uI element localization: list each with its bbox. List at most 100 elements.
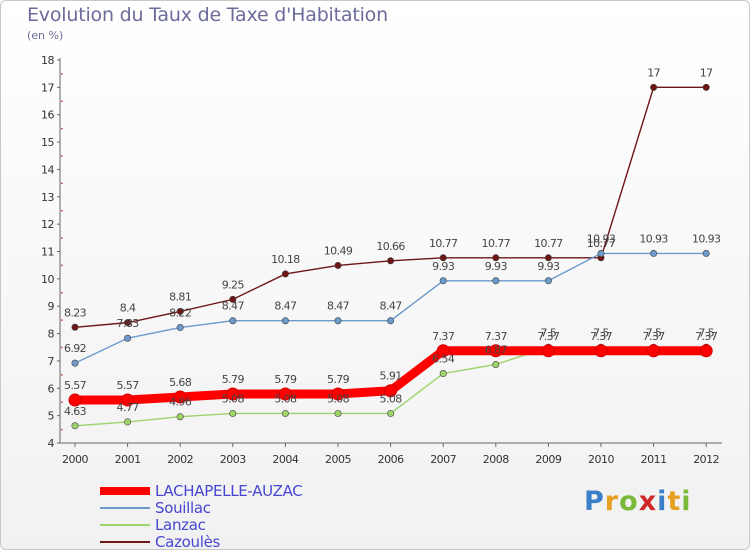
y-minor-tick <box>61 155 63 157</box>
y-minor-tick <box>61 73 63 75</box>
data-point <box>439 254 447 262</box>
data-label: 5.08 <box>222 392 245 405</box>
data-label: 7.37 <box>590 330 613 343</box>
data-label: 5.08 <box>274 392 297 405</box>
data-label: 10.93 <box>587 232 616 245</box>
data-point <box>387 257 395 265</box>
data-point <box>334 317 342 325</box>
data-point <box>68 393 82 407</box>
data-point <box>384 384 398 398</box>
data-label: 9.93 <box>537 260 560 273</box>
chart-title: Evolution du Taux de Taxe d'Habitation <box>27 4 388 26</box>
data-point <box>226 387 240 401</box>
data-label: 5.79 <box>274 373 297 386</box>
data-point <box>492 360 500 368</box>
data-label: 8.47 <box>380 300 403 313</box>
legend-label: Lanzac <box>155 516 206 534</box>
x-tick-label: 2002 <box>167 453 193 466</box>
x-tick-label: 2006 <box>378 453 404 466</box>
data-label: 7.5 <box>593 326 609 339</box>
series-lachapelle-auzac <box>68 344 713 407</box>
data-point <box>492 277 500 285</box>
data-point <box>124 334 132 342</box>
data-label: 10.77 <box>587 237 616 250</box>
y-tick-label: 4 <box>48 437 55 450</box>
y-tick-label: 17 <box>41 81 54 94</box>
y-minor-tick <box>61 209 63 212</box>
y-tick-label: 9 <box>48 300 55 313</box>
data-label: 5.91 <box>380 370 402 383</box>
data-label: 7.5 <box>698 326 714 339</box>
y-tick-label: 8 <box>48 328 55 341</box>
data-label: 5.79 <box>327 373 350 386</box>
data-point <box>387 409 395 417</box>
y-minor-tick <box>61 264 63 267</box>
data-label: 7.37 <box>485 330 508 343</box>
y-minor-tick <box>61 127 63 130</box>
data-point <box>334 261 342 269</box>
data-point <box>281 270 289 278</box>
data-point <box>229 295 237 303</box>
x-tick-label: 2011 <box>641 453 667 466</box>
logo-letter: P <box>584 486 605 517</box>
data-point <box>650 83 658 91</box>
data-point <box>699 344 713 358</box>
data-point <box>702 83 710 91</box>
data-label: 10.93 <box>639 232 668 245</box>
data-label: 7.83 <box>117 317 140 330</box>
y-minor-tick <box>61 100 63 103</box>
data-label: 8.81 <box>169 290 191 303</box>
y-tick-label: 13 <box>41 191 54 204</box>
legend-swatch <box>100 507 150 509</box>
data-point <box>702 249 710 257</box>
data-point <box>647 344 661 358</box>
data-point <box>71 323 79 331</box>
logo-letter: x <box>638 486 658 517</box>
y-minor-tick <box>61 428 63 431</box>
data-label: 6.92 <box>64 342 86 355</box>
legend-swatch <box>100 487 150 495</box>
data-label: 8.47 <box>222 300 245 313</box>
y-tick-label: 10 <box>41 273 54 286</box>
data-label: 6.87 <box>485 343 508 356</box>
series-cazoul-s <box>71 83 710 331</box>
data-label: 7.37 <box>537 330 560 343</box>
x-tick-label: 2009 <box>535 453 561 466</box>
data-label: 4.77 <box>117 401 140 414</box>
data-point <box>71 422 79 430</box>
y-tick-label: 18 <box>41 54 54 67</box>
data-label: 9.93 <box>485 260 508 273</box>
data-label: 8.4 <box>120 302 136 315</box>
data-point <box>173 390 187 404</box>
logo-letter: i <box>657 486 668 517</box>
y-minor-tick <box>61 182 63 185</box>
data-point <box>121 393 135 407</box>
data-label: 9.93 <box>432 260 455 273</box>
y-tick-label: 12 <box>41 218 54 231</box>
y-minor-tick <box>61 401 63 403</box>
y-minor-tick <box>61 374 63 376</box>
data-point <box>176 324 184 332</box>
data-point <box>541 344 555 358</box>
data-label: 5.57 <box>117 379 140 392</box>
y-minor-tick <box>61 346 63 349</box>
data-point <box>492 254 500 262</box>
data-label: 7.37 <box>695 330 718 343</box>
data-label: 10.77 <box>534 237 563 250</box>
data-point <box>71 359 79 367</box>
y-tick-label: 16 <box>41 109 54 122</box>
data-label: 10.49 <box>324 244 353 257</box>
data-label: 7.37 <box>432 330 455 343</box>
data-label: 8.47 <box>274 300 297 313</box>
data-point <box>650 249 658 257</box>
y-tick-label: 7 <box>48 355 55 368</box>
data-label: 8.22 <box>169 307 191 320</box>
logo-letter: t <box>667 486 682 517</box>
y-tick-label: 5 <box>48 410 55 423</box>
x-tick-label: 2004 <box>272 453 298 466</box>
legend-label: Cazoulès <box>155 533 221 551</box>
data-point <box>544 277 552 285</box>
data-label: 7.5 <box>646 326 662 339</box>
y-tick-label: 15 <box>41 136 54 149</box>
